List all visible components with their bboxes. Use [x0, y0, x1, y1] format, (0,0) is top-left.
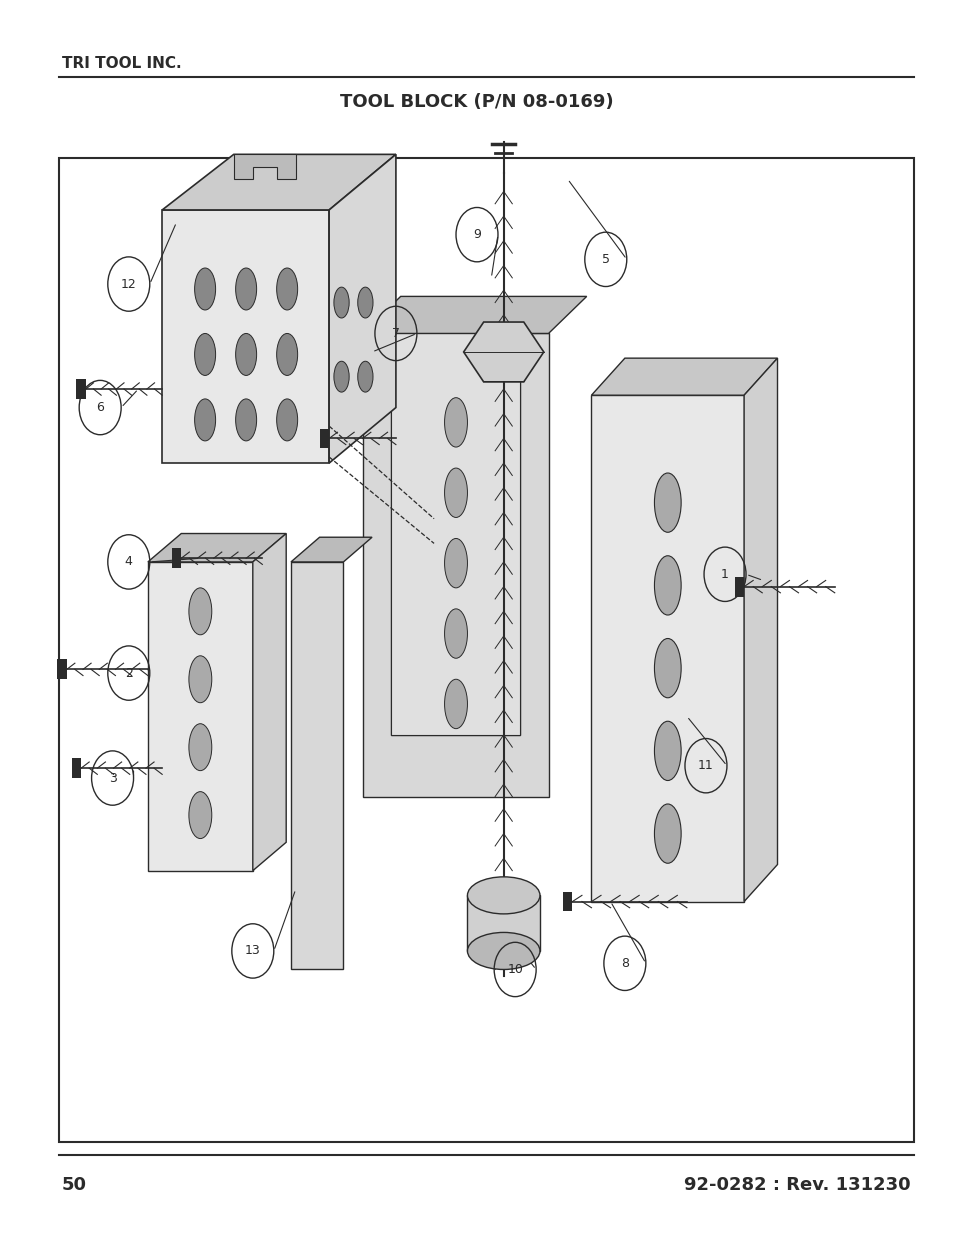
Ellipse shape — [654, 473, 680, 532]
Polygon shape — [362, 333, 548, 797]
Ellipse shape — [194, 333, 215, 375]
Polygon shape — [148, 534, 286, 562]
Ellipse shape — [276, 333, 297, 375]
Text: 3: 3 — [109, 772, 116, 784]
Ellipse shape — [189, 792, 212, 839]
Polygon shape — [162, 154, 395, 210]
Polygon shape — [71, 758, 81, 778]
Text: 92-0282 : Rev. 131230: 92-0282 : Rev. 131230 — [683, 1176, 910, 1194]
Polygon shape — [162, 210, 329, 463]
Text: 7: 7 — [392, 327, 399, 340]
Text: 12: 12 — [121, 278, 136, 290]
Ellipse shape — [334, 362, 349, 393]
Polygon shape — [76, 379, 86, 399]
Text: 5: 5 — [601, 253, 609, 266]
Polygon shape — [391, 333, 519, 735]
Polygon shape — [743, 358, 777, 902]
Ellipse shape — [444, 609, 467, 658]
Ellipse shape — [654, 721, 680, 781]
Text: TRI TOOL INC.: TRI TOOL INC. — [62, 56, 181, 70]
Ellipse shape — [194, 399, 215, 441]
Ellipse shape — [444, 679, 467, 729]
Text: TOOL BLOCK (P/N 08-0169): TOOL BLOCK (P/N 08-0169) — [340, 93, 613, 111]
Text: 10: 10 — [507, 963, 522, 976]
Ellipse shape — [444, 468, 467, 517]
Ellipse shape — [357, 288, 373, 319]
Ellipse shape — [194, 268, 215, 310]
Ellipse shape — [654, 638, 680, 698]
Polygon shape — [172, 548, 181, 568]
Ellipse shape — [235, 333, 256, 375]
Bar — [467, 895, 539, 951]
Ellipse shape — [235, 268, 256, 310]
Ellipse shape — [276, 399, 297, 441]
Ellipse shape — [189, 724, 212, 771]
Polygon shape — [591, 358, 777, 395]
Polygon shape — [319, 429, 329, 448]
Polygon shape — [148, 562, 253, 871]
Polygon shape — [562, 892, 572, 911]
Polygon shape — [463, 322, 543, 382]
Ellipse shape — [235, 399, 256, 441]
Ellipse shape — [334, 288, 349, 319]
Polygon shape — [329, 154, 395, 463]
Text: 2: 2 — [125, 667, 132, 679]
Ellipse shape — [276, 268, 297, 310]
Text: 6: 6 — [96, 401, 104, 414]
Text: 50: 50 — [62, 1176, 87, 1194]
Ellipse shape — [654, 556, 680, 615]
Ellipse shape — [189, 656, 212, 703]
Text: 4: 4 — [125, 556, 132, 568]
Ellipse shape — [444, 398, 467, 447]
Polygon shape — [233, 154, 295, 179]
Polygon shape — [57, 659, 67, 679]
Text: 13: 13 — [245, 945, 260, 957]
Polygon shape — [362, 296, 586, 333]
Text: 9: 9 — [473, 228, 480, 241]
Bar — [59, 158, 913, 1142]
Polygon shape — [591, 395, 743, 902]
Ellipse shape — [357, 362, 373, 393]
Polygon shape — [291, 537, 372, 562]
Ellipse shape — [654, 804, 680, 863]
Polygon shape — [253, 534, 286, 871]
Ellipse shape — [467, 932, 539, 969]
Text: 8: 8 — [620, 957, 628, 969]
Ellipse shape — [444, 538, 467, 588]
Polygon shape — [734, 577, 743, 597]
Ellipse shape — [189, 588, 212, 635]
Polygon shape — [291, 562, 343, 969]
Ellipse shape — [467, 877, 539, 914]
Text: 1: 1 — [720, 568, 728, 580]
Text: 11: 11 — [698, 760, 713, 772]
